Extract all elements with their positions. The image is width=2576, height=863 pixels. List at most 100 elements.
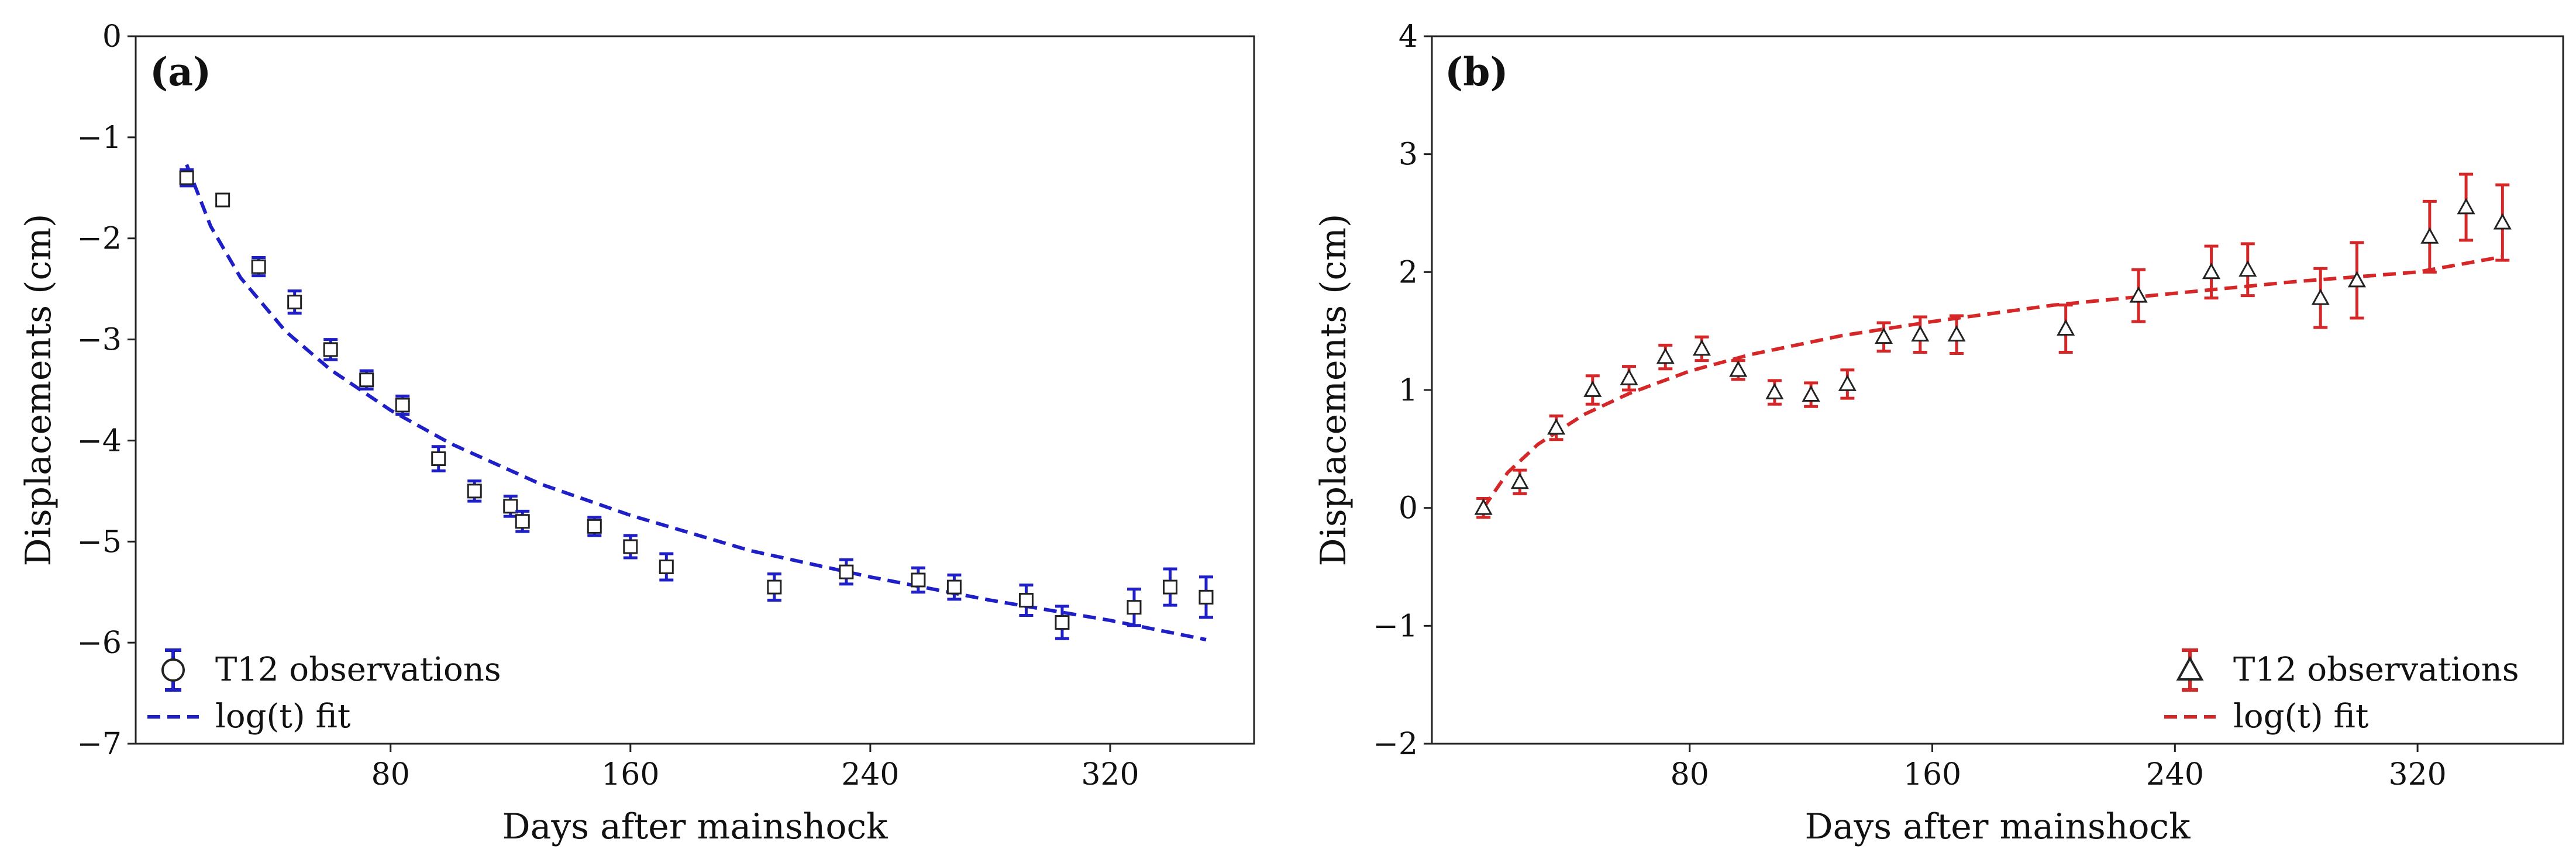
observation-marker (2129, 286, 2148, 303)
panel-a-observation-21 (1162, 567, 1177, 607)
legend-observation-marker (2176, 655, 2204, 681)
panel-b-y-tick-label-0: −2 (1373, 727, 1418, 762)
panel-b-x-tick-label-240: 240 (2146, 757, 2204, 792)
panel-a-observation-16 (911, 566, 926, 594)
observation-marker (911, 572, 926, 588)
panel-a-x-tick-label-240: 240 (841, 757, 899, 792)
observation-marker (515, 514, 530, 529)
panel-b-observation-20 (2420, 199, 2439, 274)
panel-b-y-axis-label: Displacements (cm) (1313, 214, 1354, 567)
panel-a-tag: (a) (150, 49, 211, 95)
panel-b-observation-16 (2202, 244, 2221, 300)
observation-marker (2202, 263, 2221, 279)
panel-b: (b) 80 160 240 320 −2 −1 0 1 2 3 4 T12 observation… (1313, 19, 2564, 847)
panel-b-observation-22 (2493, 183, 2512, 262)
panel-b-fit (1482, 255, 2503, 509)
panel-a-legend: T12 observations log(t) fit (147, 648, 501, 736)
observation-marker (2057, 319, 2075, 336)
observation-marker (2311, 288, 2330, 305)
observation-marker (1765, 382, 1784, 399)
panel-a-legend-fit-label: log(t) fit (215, 698, 351, 736)
panel-a-observation-6 (395, 394, 410, 416)
observation-marker (1729, 360, 1748, 377)
panel-a-y-tick-label-6: −6 (77, 626, 122, 661)
panel-b-y-tick-label-5: 3 (1399, 137, 1418, 172)
panel-b-points (1474, 172, 2512, 519)
panel-b-x-axis-label: Days after mainshock (1804, 806, 2191, 847)
observation-marker (215, 192, 230, 208)
panel-b-x-tick-label-80: 80 (1671, 757, 1709, 792)
observation-marker (1162, 579, 1177, 595)
panel-a-x-tick-label-320: 320 (1081, 757, 1139, 792)
observation-marker (251, 259, 266, 274)
observation-marker (946, 579, 962, 595)
panel-b-legend-fit-label: log(t) fit (2233, 698, 2369, 736)
panel-b-y-tick-label-4: 2 (1399, 255, 1418, 290)
observation-marker (2457, 198, 2475, 215)
panel-b-observation-5 (1656, 343, 1675, 371)
panel-a-y-tick-label-2: −2 (77, 222, 122, 257)
panel-a-fit (185, 164, 1207, 641)
panel-a-observation-4 (323, 338, 338, 361)
panel-a-observation-10 (515, 509, 530, 533)
observation-marker (2420, 227, 2439, 244)
panel-a-observation-5 (359, 369, 374, 391)
panel-b-observation-19 (2347, 241, 2366, 320)
panel-a-y-tick-label-1: −1 (77, 120, 122, 156)
panel-b-legend-observations-label: T12 observations (2233, 651, 2519, 689)
panel-b-observation-6 (1692, 335, 1711, 363)
observation-marker (1838, 374, 1857, 391)
observation-marker (1911, 325, 1930, 342)
panel-a-observation-8 (467, 479, 482, 503)
observation-marker (1547, 418, 1566, 435)
panel-b-observation-7 (1729, 359, 1748, 381)
observation-marker (1510, 472, 1529, 489)
observation-marker (1802, 385, 1820, 402)
observation-marker (1692, 339, 1711, 356)
observation-marker (1474, 498, 1493, 515)
observation-marker (179, 170, 194, 185)
panel-b-observation-11 (1875, 321, 1893, 353)
panel-b-observation-14 (2057, 303, 2075, 354)
panel-a-legend-observations-marker (161, 648, 185, 692)
panel-b-x-tick-label-160: 160 (1903, 757, 1961, 792)
panel-b-plot-frame (1431, 35, 2564, 745)
observation-marker (1947, 325, 1966, 342)
panel-a-y-tick-label-5: −5 (77, 524, 122, 560)
panel-a-observation-22 (1199, 575, 1214, 619)
observation-marker (431, 451, 446, 467)
observation-marker (503, 499, 518, 514)
panel-a-y-tick-label-4: −4 (77, 423, 122, 458)
panel-a-observation-1 (215, 192, 230, 208)
observation-marker (1583, 380, 1602, 397)
observation-marker (323, 342, 338, 357)
panel-a-observation-15 (839, 558, 854, 586)
observation-marker (1875, 327, 1893, 344)
panel-b-legend: T12 observations log(t) fit (2164, 648, 2519, 736)
observation-marker (1127, 600, 1142, 615)
panel-a: (a) 80 160 240 320 0 −1 −2 −3 −4 −5 −6 −7 T12 obser… (18, 19, 1255, 847)
panel-b-observation-4 (1620, 365, 1638, 392)
observation-marker (767, 579, 782, 595)
observation-marker (1018, 593, 1034, 608)
panel-b-y-tick-label-6: 4 (1399, 19, 1418, 54)
observation-marker (1620, 368, 1638, 385)
observation-marker (1199, 589, 1214, 605)
panel-a-observation-13 (659, 552, 674, 582)
panel-b-observation-10 (1838, 368, 1857, 400)
observation-marker (287, 295, 302, 310)
observation-marker (2347, 271, 2366, 288)
observation-marker (467, 484, 482, 499)
panel-b-fit-curve (1482, 255, 2503, 509)
panel-b-observation-17 (2238, 242, 2257, 298)
observation-marker (659, 560, 674, 574)
legend-observation-marker (161, 658, 185, 682)
panel-b-observation-0 (1474, 497, 1493, 519)
panel-b-observation-3 (1583, 374, 1602, 406)
panel-a-observation-9 (503, 495, 518, 518)
panel-b-observation-2 (1547, 414, 1566, 441)
panel-b-y-tick-label-2: 0 (1399, 491, 1418, 526)
panel-a-y-tick-label-7: −7 (77, 727, 122, 762)
panel-a-observation-19 (1055, 605, 1070, 640)
panel-a-legend-observations-label: T12 observations (215, 651, 501, 689)
